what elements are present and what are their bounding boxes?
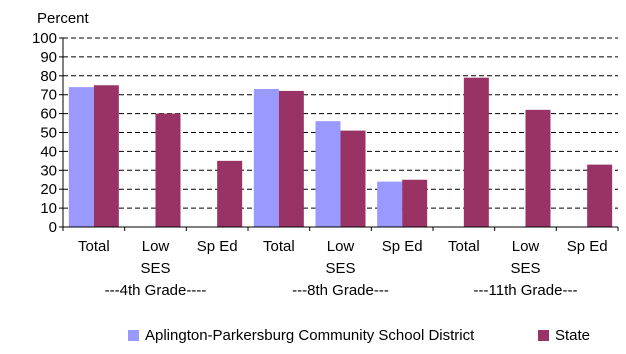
y-tick-label: 10	[40, 200, 57, 217]
bar-district-4	[315, 121, 341, 227]
x-tick-label: Low	[142, 238, 170, 255]
bar-state-1	[155, 113, 181, 227]
legend-item-district: Aplington-Parkersburg Community School D…	[128, 327, 474, 344]
y-tick-label: 20	[40, 181, 57, 198]
y-tick-label: 40	[40, 143, 57, 160]
legend-label-state: State	[555, 327, 591, 344]
bar-district-3	[253, 89, 279, 227]
x-tick-label: SES	[325, 260, 355, 277]
y-tick-label: 30	[40, 162, 57, 179]
y-tick-label: 90	[40, 49, 57, 66]
bar-state-0	[93, 85, 119, 227]
x-tick-label: Sp Ed	[197, 238, 238, 255]
legend-swatch-state	[538, 330, 549, 341]
y-tick-label: 70	[40, 87, 57, 104]
y-axis-title: Percent	[37, 10, 90, 27]
legend-label-district: Aplington-Parkersburg Community School D…	[145, 327, 475, 344]
legend-swatch-district	[128, 330, 139, 341]
legend: Aplington-Parkersburg Community School D…	[0, 327, 626, 347]
x-tick-label: SES	[140, 260, 170, 277]
group-label: ---11th Grade---	[474, 282, 578, 299]
bar-district-0	[68, 87, 94, 227]
group-label: ---8th Grade---	[292, 282, 389, 299]
x-tick-label: Total	[263, 238, 295, 255]
x-tick-label: SES	[510, 260, 540, 277]
bar-district-5	[377, 181, 403, 227]
bar-state-6	[463, 77, 489, 227]
x-tick-label: Total	[448, 238, 480, 255]
bar-state-7	[525, 109, 551, 227]
x-tick-label: Sp Ed	[382, 238, 423, 255]
x-tick-label: Low	[512, 238, 540, 255]
x-tick-labels: Total Low SES Sp Ed Total Low SES Sp Ed Total Low…	[78, 238, 608, 277]
axes	[59, 37, 619, 231]
y-tick-label: 50	[40, 125, 57, 142]
legend-item-state: State	[538, 327, 590, 344]
x-tick-label: Sp Ed	[567, 238, 608, 255]
y-tick-label: 60	[40, 106, 57, 123]
bars	[68, 77, 613, 227]
bar-state-8	[587, 164, 613, 227]
bar-state-2	[217, 160, 243, 227]
bar-state-3	[278, 90, 304, 227]
x-tick-label: Low	[327, 238, 355, 255]
y-tick-label: 80	[40, 68, 57, 85]
bar-state-4	[340, 130, 366, 227]
group-labels: ---4th Grade---- ---8th Grade--- ---11th G…	[105, 282, 578, 299]
x-tick-label: Total	[78, 238, 110, 255]
group-label: ---4th Grade----	[105, 282, 207, 299]
y-tick-label: 0	[49, 219, 57, 236]
bar-state-5	[402, 179, 428, 227]
y-tick-label: 100	[32, 30, 57, 47]
